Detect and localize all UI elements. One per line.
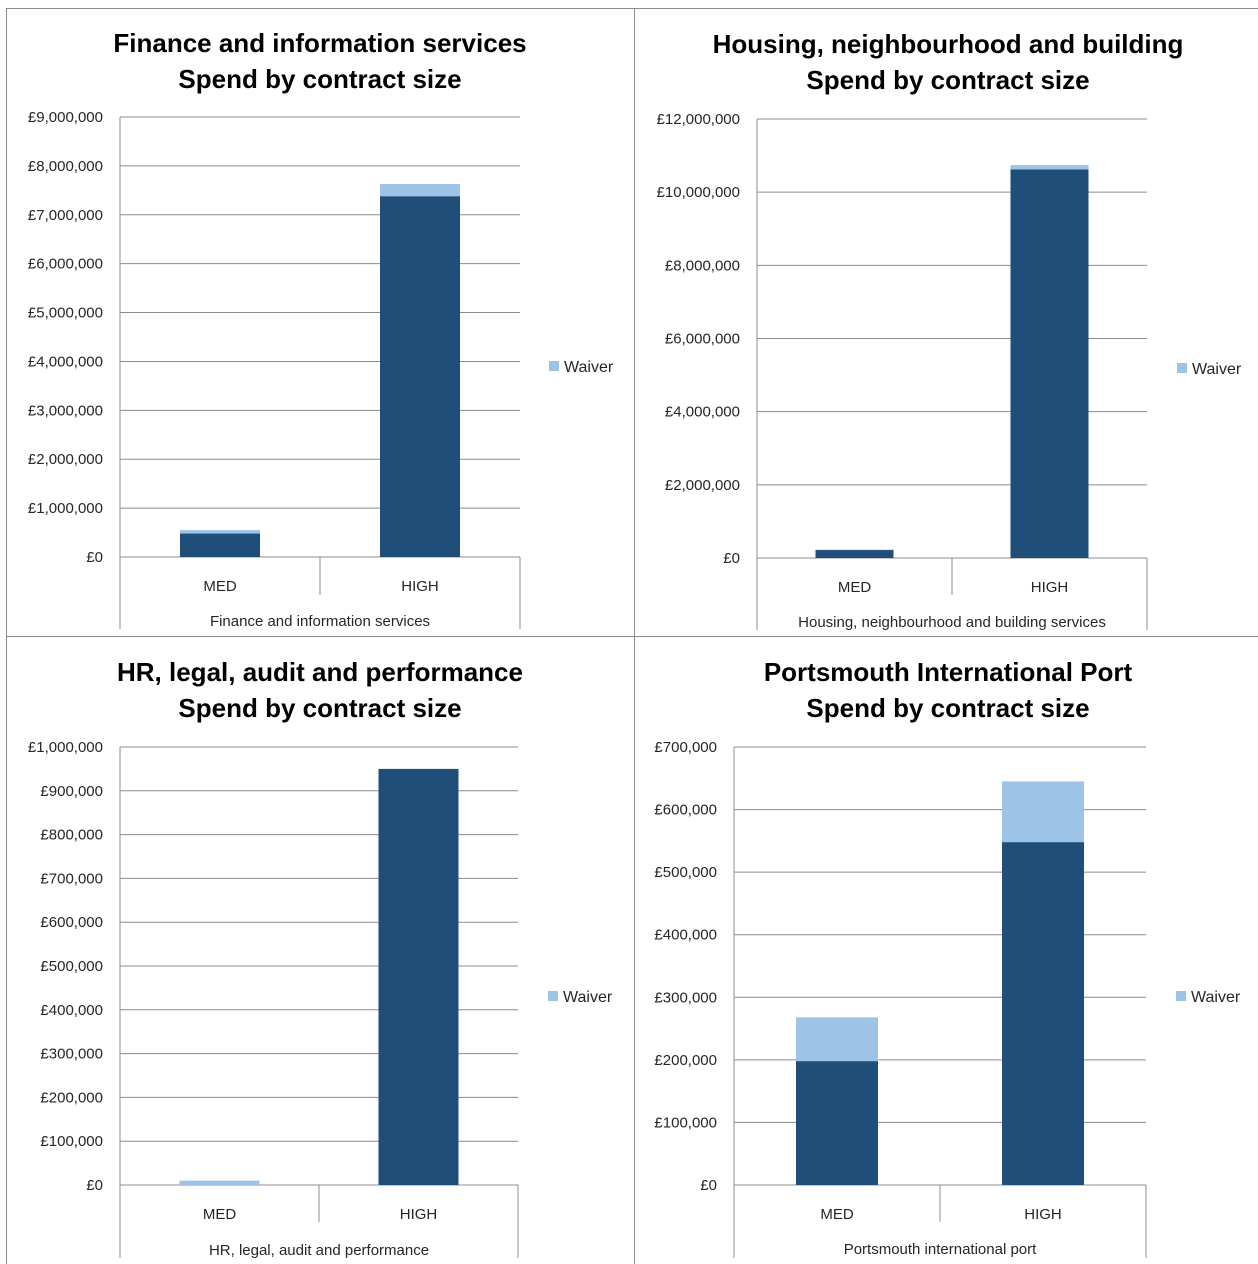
y-tick-label: £100,000 bbox=[40, 1133, 103, 1150]
legend-swatch bbox=[1177, 363, 1187, 373]
y-tick-label: £400,000 bbox=[40, 1002, 103, 1019]
chart-panel-housing: Housing, neighbourhood and building Spend… bbox=[634, 8, 1258, 637]
y-tick-label: £8,000,000 bbox=[665, 257, 740, 274]
category-label: MED bbox=[838, 579, 872, 596]
y-tick-label: £600,000 bbox=[40, 914, 103, 931]
legend-label: Waiver bbox=[564, 359, 614, 376]
bar-series-1-high bbox=[1002, 842, 1084, 1185]
group-label: Finance and information services bbox=[210, 613, 430, 630]
bar-series-1-high bbox=[380, 196, 460, 557]
group-label: Portsmouth international port bbox=[844, 1241, 1037, 1258]
y-tick-label: £0 bbox=[86, 1177, 103, 1194]
y-tick-label: £700,000 bbox=[40, 870, 103, 887]
bar-waiver-med bbox=[815, 549, 894, 551]
legend-swatch bbox=[548, 991, 558, 1001]
y-tick-label: £9,000,000 bbox=[28, 109, 103, 126]
chart-title-line: Spend by contract size bbox=[178, 693, 461, 723]
y-tick-label: £0 bbox=[700, 1177, 717, 1194]
y-tick-label: £300,000 bbox=[654, 989, 717, 1006]
y-tick-label: £800,000 bbox=[40, 827, 103, 844]
group-label: Housing, neighbourhood and building serv… bbox=[798, 614, 1106, 631]
group-label: HR, legal, audit and performance bbox=[209, 1242, 429, 1259]
y-tick-label: £1,000,000 bbox=[28, 739, 103, 756]
chart-title-line: Spend by contract size bbox=[806, 65, 1089, 95]
y-tick-label: £600,000 bbox=[654, 802, 717, 819]
y-tick-label: £500,000 bbox=[654, 864, 717, 881]
chart-title-line: Finance and information services bbox=[113, 28, 526, 58]
y-tick-label: £100,000 bbox=[654, 1114, 717, 1131]
y-tick-label: £500,000 bbox=[40, 958, 103, 975]
bar-series-1-med bbox=[815, 549, 894, 558]
chart-title-line: Portsmouth International Port bbox=[764, 657, 1133, 687]
y-tick-label: £12,000,000 bbox=[657, 111, 740, 128]
chart-housing: Housing, neighbourhood and building Spend… bbox=[657, 29, 1242, 631]
y-tick-label: £5,000,000 bbox=[28, 305, 103, 322]
y-tick-label: £0 bbox=[723, 550, 740, 567]
bar-waiver-high bbox=[1010, 165, 1089, 170]
bar-waiver-high bbox=[1002, 781, 1084, 843]
chart-panel-hr: HR, legal, audit and performance Spend by… bbox=[6, 636, 635, 1264]
y-tick-label: £300,000 bbox=[40, 1046, 103, 1063]
y-tick-label: £3,000,000 bbox=[28, 402, 103, 419]
category-label: HIGH bbox=[400, 1206, 438, 1223]
category-label: MED bbox=[203, 578, 237, 595]
legend-label: Waiver bbox=[1192, 361, 1242, 378]
category-label: MED bbox=[203, 1206, 237, 1223]
y-tick-label: £900,000 bbox=[40, 783, 103, 800]
legend-label: Waiver bbox=[1191, 989, 1241, 1006]
bar-waiver-med bbox=[179, 1180, 260, 1185]
chart-finance: Finance and information services Spend by… bbox=[28, 28, 614, 630]
category-label: HIGH bbox=[1024, 1206, 1062, 1223]
y-tick-label: £4,000,000 bbox=[665, 404, 740, 421]
y-tick-label: £200,000 bbox=[654, 1052, 717, 1069]
bar-series-1-high bbox=[1010, 169, 1089, 559]
chart-title-line: Spend by contract size bbox=[806, 693, 1089, 723]
y-tick-label: £0 bbox=[86, 549, 103, 566]
bar-waiver-med bbox=[180, 530, 260, 534]
y-tick-label: £400,000 bbox=[654, 927, 717, 944]
y-tick-label: £6,000,000 bbox=[665, 331, 740, 348]
bar-series-1-high bbox=[378, 768, 459, 1185]
y-tick-label: £1,000,000 bbox=[28, 500, 103, 517]
y-tick-label: £4,000,000 bbox=[28, 353, 103, 370]
category-label: HIGH bbox=[1031, 579, 1069, 596]
chart-panel-port: Portsmouth International Port Spend by co… bbox=[634, 636, 1258, 1264]
category-label: HIGH bbox=[401, 578, 439, 595]
y-tick-label: £6,000,000 bbox=[28, 256, 103, 273]
bar-series-1-med bbox=[796, 1061, 878, 1185]
bar-series-1-med bbox=[180, 533, 260, 557]
legend-label: Waiver bbox=[563, 989, 613, 1006]
bar-waiver-med bbox=[796, 1017, 878, 1062]
bar-waiver-high bbox=[380, 183, 460, 197]
y-tick-label: £2,000,000 bbox=[28, 451, 103, 468]
chart-hr: HR, legal, audit and performance Spend by… bbox=[28, 657, 613, 1259]
y-tick-label: £2,000,000 bbox=[665, 477, 740, 494]
chart-panel-finance: Finance and information services Spend by… bbox=[6, 8, 635, 637]
legend-swatch bbox=[549, 361, 559, 371]
chart-title-line: Housing, neighbourhood and building bbox=[713, 29, 1184, 59]
chart-title-line: HR, legal, audit and performance bbox=[117, 657, 523, 687]
y-tick-label: £7,000,000 bbox=[28, 207, 103, 224]
chart-port: Portsmouth International Port Spend by co… bbox=[654, 657, 1241, 1258]
legend-swatch bbox=[1176, 991, 1186, 1001]
y-tick-label: £10,000,000 bbox=[657, 184, 740, 201]
category-label: MED bbox=[820, 1206, 854, 1223]
y-tick-label: £700,000 bbox=[654, 739, 717, 756]
chart-title-line: Spend by contract size bbox=[178, 64, 461, 94]
y-tick-label: £8,000,000 bbox=[28, 158, 103, 175]
y-tick-label: £200,000 bbox=[40, 1089, 103, 1106]
